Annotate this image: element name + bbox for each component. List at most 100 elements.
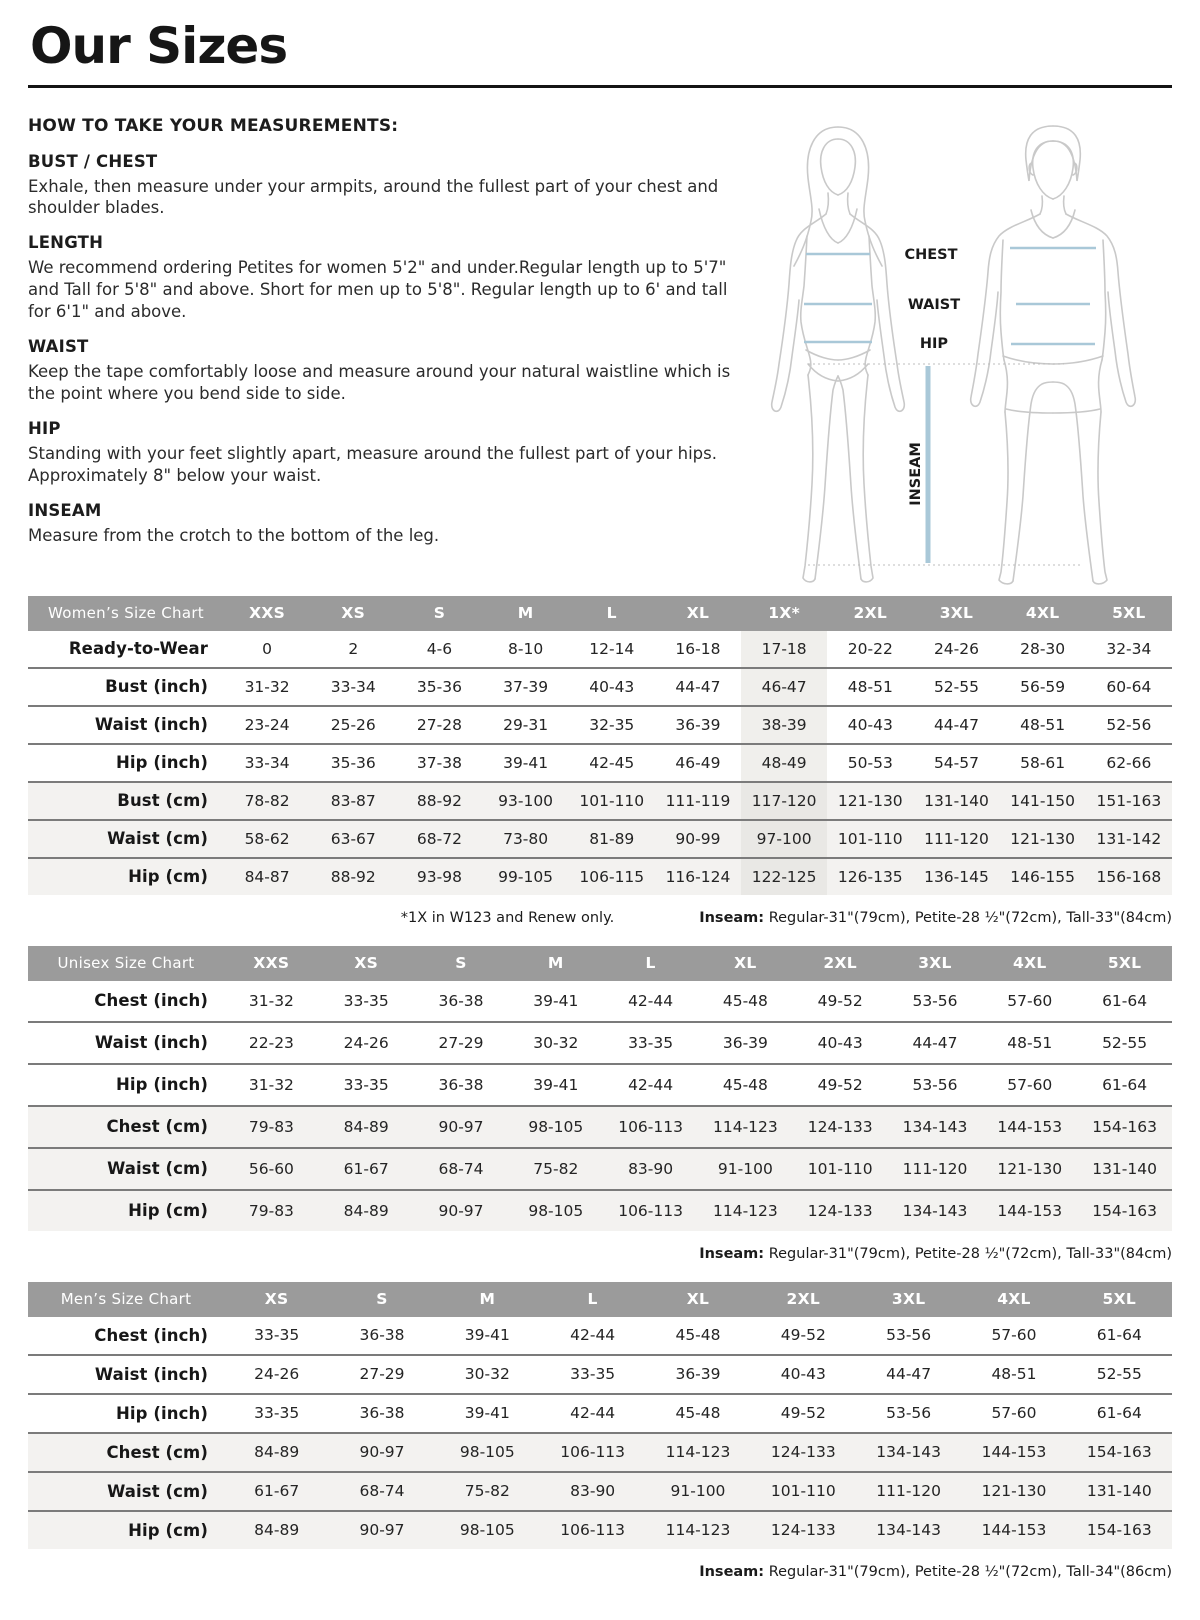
size-value-cell: 36-39 [645, 1353, 751, 1394]
size-value-cell: 2 [348, 639, 359, 658]
size-column-header: 3XL [855, 1281, 962, 1317]
row-label: Waist (cm) [28, 818, 224, 858]
table-row: Ready-to-Wear 0 2 4-6 8-10 12-14 16-18 17-18 20-… [28, 630, 1172, 668]
inseam-guides [808, 363, 1080, 565]
size-value-cell: 99-105 [482, 856, 569, 895]
size-value-cell: 53-56 [887, 1062, 983, 1106]
table-row: Chest (cm) 84-89 90-97 98-105 106-113 114-123… [28, 1431, 1172, 1472]
table-row: Bust (inch) 31-32 33-34 35-36 37-39 40-43 44-4… [28, 666, 1172, 706]
size-value-cell: 124-133 [750, 1509, 856, 1549]
size-value-cell: 124-133 [750, 1431, 856, 1472]
size-value-cell: 53-56 [886, 1326, 932, 1344]
size-value-cell: 45-48 [675, 1326, 721, 1344]
size-value-cell: 61-64 [1102, 991, 1148, 1010]
size-value-cell: 46-47 [741, 666, 828, 706]
table-row: Waist (inch) 24-26 27-29 30-32 33-35 36-39 40-… [28, 1353, 1172, 1394]
size-value-cell: 33-34 [224, 742, 311, 782]
size-column-header: 4XL [982, 945, 1078, 981]
row-label: Hip (inch) [28, 742, 224, 782]
size-value-cell: 78-82 [224, 780, 311, 820]
size-value-cell: 46-49 [654, 742, 742, 782]
table-row: Hip (cm) 84-87 88-92 93-98 99-105 106-115 116-… [28, 856, 1172, 895]
instruction-hip: HIP Standing with your feet slightly apa… [28, 419, 736, 487]
instruction-bust-chest: BUST / CHEST Exhale, then measure under … [28, 152, 736, 220]
size-value-cell: 35-36 [396, 666, 483, 706]
size-column-header: S [396, 595, 483, 631]
size-value-cell: 31-32 [248, 991, 294, 1010]
size-value-cell: 39-41 [482, 742, 569, 782]
size-value-cell: 101-110 [750, 1470, 856, 1511]
womens-footnotes: *1X in W123 and Renew only. Inseam: Regu… [28, 910, 1172, 926]
size-value-cell: 24-26 [933, 639, 979, 658]
size-value-cell: 38-39 [741, 704, 828, 744]
size-value-cell: 136-145 [913, 856, 1000, 895]
size-value-cell: 36-38 [359, 1326, 405, 1344]
size-value-cell: 56-59 [999, 666, 1086, 706]
size-value-cell: 68-72 [396, 818, 483, 858]
size-column-header: 2XL [750, 1281, 856, 1317]
size-value-cell: 131-142 [1085, 818, 1172, 858]
size-value-cell: 40-43 [568, 666, 655, 706]
row-label: Ready-to-Wear [68, 639, 208, 658]
size-value-cell: 37-39 [482, 666, 569, 706]
size-value-cell: 98-105 [434, 1509, 540, 1549]
size-value-cell: 17-18 [741, 630, 828, 668]
size-value-cell: 53-56 [855, 1392, 962, 1433]
size-value-cell: 39-41 [464, 1326, 510, 1344]
size-value-cell: 39-41 [508, 1062, 604, 1106]
size-column-header: 5XL [1085, 595, 1172, 631]
size-value-cell: 84-89 [224, 1431, 330, 1472]
instructions-heading: HOW TO TAKE YOUR MEASUREMENTS: [28, 115, 399, 136]
body-measurement-illustration: CHEST WAIST HIP INSEAM [770, 124, 1137, 585]
size-value-cell: 33-35 [254, 1326, 300, 1344]
size-value-cell: 111-120 [887, 1146, 983, 1190]
size-value-cell: 144-153 [961, 1431, 1067, 1472]
size-column-header: XL [654, 595, 742, 631]
size-value-cell: 88-92 [396, 780, 483, 820]
size-value-cell: 42-44 [628, 991, 674, 1010]
inseam-footnote-label: Inseam: [699, 1563, 765, 1580]
title-divider [28, 84, 1172, 88]
size-value-cell: 32-35 [568, 704, 655, 744]
hip-label: HIP [920, 336, 949, 352]
size-value-cell: 57-60 [1007, 991, 1053, 1010]
row-label: Chest (inch) [94, 1325, 208, 1345]
size-table: Men’s Size Chart XS S M L XL 2XL 3XL 4XL 5XL Chest… [28, 1281, 1172, 1549]
size-value-cell: 42-45 [568, 742, 655, 782]
size-column-header: L [603, 945, 698, 981]
size-value-cell: 98-105 [508, 1188, 604, 1231]
size-value-cell: 57-60 [961, 1392, 1067, 1433]
measurement-instructions: HOW TO TAKE YOUR MEASUREMENTS: BUST / CH… [28, 112, 736, 586]
table-title: Unisex Size Chart [28, 945, 224, 981]
size-value-cell: 31-32 [224, 1062, 319, 1106]
table-title: Women’s Size Chart [28, 595, 224, 631]
inseam-footnote-label: Inseam: [699, 1245, 765, 1262]
inseam-footnote-text: Regular-31"(79cm), Petite-28 ½"(72cm), T… [764, 1245, 1172, 1262]
womens-size-chart: Women’s Size Chart XXS XS S M L XL 1X* 2XL 3XL 4XL… [28, 595, 1172, 895]
size-column-header: M [482, 595, 569, 631]
size-value-cell: 48-51 [961, 1353, 1067, 1394]
size-value-cell: 91-100 [697, 1146, 793, 1190]
size-value-cell: 53-56 [912, 991, 958, 1010]
instruction-title: BUST / CHEST [28, 151, 158, 171]
size-column-header: 4XL [961, 1281, 1067, 1317]
size-table: Unisex Size Chart XXS XS S M L XL 2XL 3XL 4XL 5XL C… [28, 945, 1172, 1231]
table-row: Waist (inch) 22-23 24-26 27-29 30-32 33-35 36-… [28, 1020, 1172, 1064]
instruction-title: HIP [28, 419, 61, 439]
size-value-cell: 22-23 [224, 1020, 319, 1064]
waist-label: WAIST [908, 297, 960, 313]
size-value-cell: 62-66 [1085, 742, 1172, 782]
size-value-cell: 111-120 [913, 818, 1000, 858]
size-value-cell: 50-53 [827, 742, 914, 782]
table-row: Chest (cm) 79-83 84-89 90-97 98-105 106-113 11… [28, 1104, 1172, 1148]
diagram-labels: CHEST WAIST HIP INSEAM [904, 247, 960, 506]
size-column-header: 5XL [1077, 945, 1172, 981]
size-value-cell: 33-35 [343, 991, 389, 1010]
size-value-cell: 36-38 [329, 1392, 435, 1433]
size-value-cell: 98-105 [434, 1431, 540, 1472]
instruction-body: Measure from the crotch to the bottom of… [28, 525, 440, 545]
size-value-cell: 83-90 [603, 1146, 698, 1190]
size-value-cell: 61-64 [1066, 1392, 1172, 1433]
size-value-cell: 144-153 [982, 1188, 1078, 1231]
size-value-cell: 49-52 [780, 1326, 826, 1344]
